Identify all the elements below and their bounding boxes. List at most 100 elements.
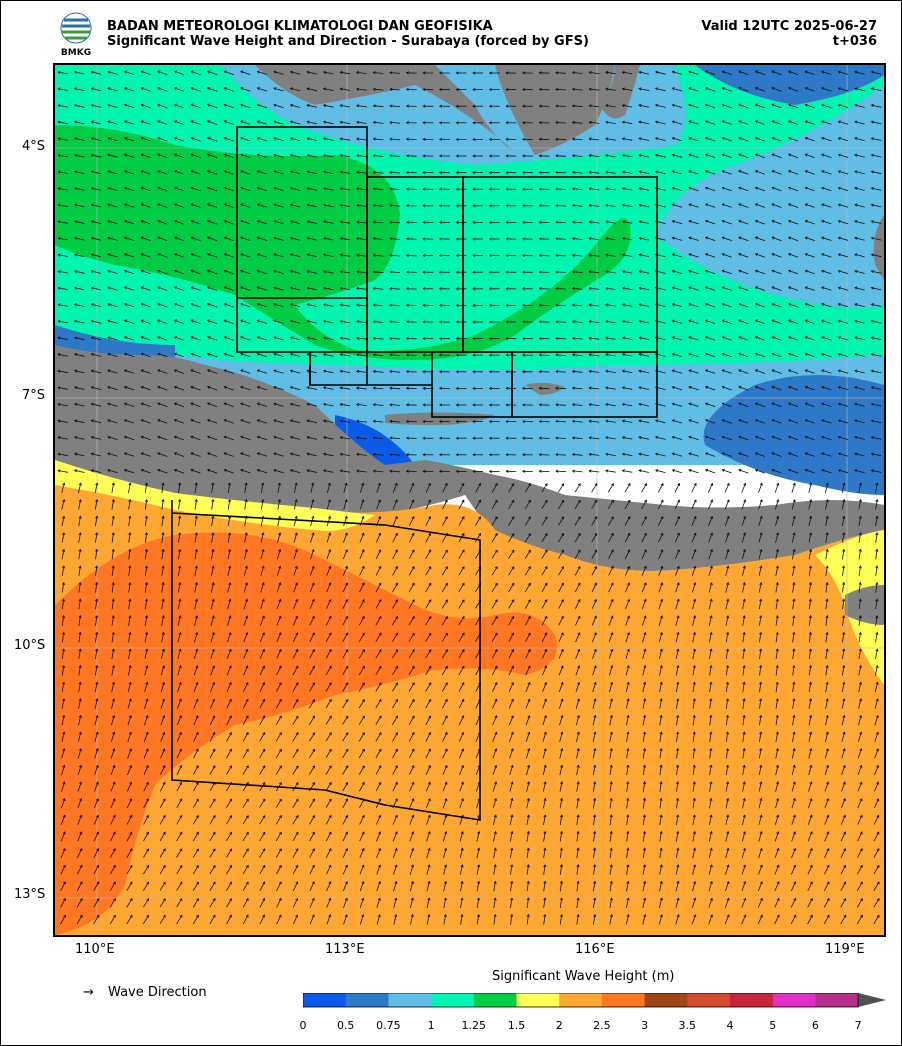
wave-arrow-head [145, 648, 149, 652]
wave-arrow-head [726, 499, 730, 503]
wave-arrow [572, 271, 583, 274]
wave-arrow-head [295, 815, 299, 819]
wave-arrow-head [157, 103, 161, 107]
wave-arrow-head [372, 237, 376, 241]
wave-arrow-head [289, 369, 294, 373]
wave-arrow-head [173, 452, 177, 456]
wave-arrow-head [112, 698, 116, 702]
wave-arrow [607, 483, 614, 493]
wave-arrow-head [759, 698, 763, 702]
wave-arrow-head [278, 615, 282, 619]
wave-arrow [323, 71, 334, 75]
wave-arrow [555, 470, 567, 473]
wave-arrow [224, 303, 234, 308]
wave-arrow-head [472, 270, 476, 274]
wave-arrow-head [837, 402, 841, 406]
wave-arrow [672, 220, 683, 225]
wave-arrow-head [289, 352, 294, 356]
wave-arrow-head [111, 615, 115, 619]
wave-arrow-head [190, 186, 194, 190]
wave-arrow-head [240, 419, 244, 423]
wave-arrow-head [771, 336, 775, 340]
wave-arrow [323, 121, 334, 125]
wave-arrow [74, 270, 85, 274]
wave-arrow-head [95, 581, 99, 586]
wave-arrow-head [854, 386, 858, 390]
wave-arrow-head [228, 615, 232, 619]
wave-arrow [61, 698, 65, 709]
wave-arrow-head [62, 847, 66, 852]
wave-arrow-head [289, 319, 294, 323]
wave-arrow [692, 615, 696, 626]
wave-arrow-head [372, 452, 376, 457]
wave-arrow [375, 566, 382, 576]
wave-arrow-head [344, 532, 348, 536]
wave-arrow [672, 469, 683, 474]
wave-arrow [178, 516, 181, 527]
wave-arrow [639, 469, 649, 473]
wave-arrow [674, 483, 680, 493]
wave-arrow [871, 104, 882, 108]
wave-arrow-head [792, 565, 796, 569]
wave-arrow-head [111, 581, 115, 586]
wave-arrow [359, 549, 365, 560]
wave-arrow-head [445, 566, 448, 570]
wave-arrow [857, 865, 863, 875]
wave-arrow-head [372, 203, 376, 208]
wave-arrow [805, 353, 815, 358]
wave-arrow-head [389, 270, 393, 274]
wave-arrow-head [821, 170, 825, 174]
wave-arrow-head [626, 698, 630, 702]
wave-arrow-head [411, 549, 415, 553]
wave-arrow-head [256, 186, 260, 190]
wave-arrow [758, 831, 763, 842]
wave-arrow-head [372, 154, 376, 158]
wave-arrow [592, 698, 596, 709]
wave-arrow [542, 781, 546, 792]
wave-arrow [622, 320, 633, 324]
wave-arrow-head [787, 253, 792, 257]
wave-arrow-head [61, 631, 65, 635]
wave-arrow [708, 516, 713, 526]
wave-arrow [425, 782, 431, 792]
wave-arrow [307, 187, 317, 191]
wave-arrow-head [107, 87, 111, 91]
wave-arrow-head [262, 815, 266, 819]
wave-arrow-head [688, 153, 692, 157]
wave-arrow [176, 832, 183, 842]
wave-arrow-head [57, 70, 61, 74]
wave-arrow [524, 483, 531, 493]
wave-arrow-head [621, 319, 625, 323]
wave-arrow [107, 303, 118, 308]
wave-arrow-head [422, 104, 426, 108]
wave-arrow-head [223, 253, 227, 257]
wave-arrow-head [522, 419, 526, 424]
wave-arrow-head [576, 864, 580, 868]
wave-arrow [207, 436, 218, 441]
wave-map [53, 63, 886, 937]
wave-arrow [591, 616, 597, 626]
wave-arrow [61, 649, 65, 659]
wave-arrow [492, 748, 497, 759]
wave-arrow [144, 715, 148, 726]
wave-arrow [290, 386, 301, 391]
wave-arrow [459, 864, 463, 875]
wave-arrow [224, 386, 234, 391]
wave-arrow-head [494, 781, 497, 785]
wave-arrow-head [842, 748, 846, 752]
wave-arrow-head [162, 798, 166, 802]
wave-arrow [227, 566, 231, 576]
wave-arrow-head [140, 419, 144, 423]
wave-arrow-head [522, 386, 526, 390]
wave-arrow-head [395, 665, 399, 669]
wave-arrow-head [671, 203, 675, 207]
wave-arrow [290, 453, 301, 457]
wave-arrow-head [544, 681, 547, 685]
wave-arrow [722, 336, 732, 341]
wave-arrow [277, 483, 281, 493]
wave-arrow-head [494, 731, 498, 735]
wave-arrow [559, 765, 563, 776]
wave-arrow-head [710, 499, 714, 503]
wave-arrow-head [577, 698, 580, 702]
wave-arrow [854, 320, 865, 324]
